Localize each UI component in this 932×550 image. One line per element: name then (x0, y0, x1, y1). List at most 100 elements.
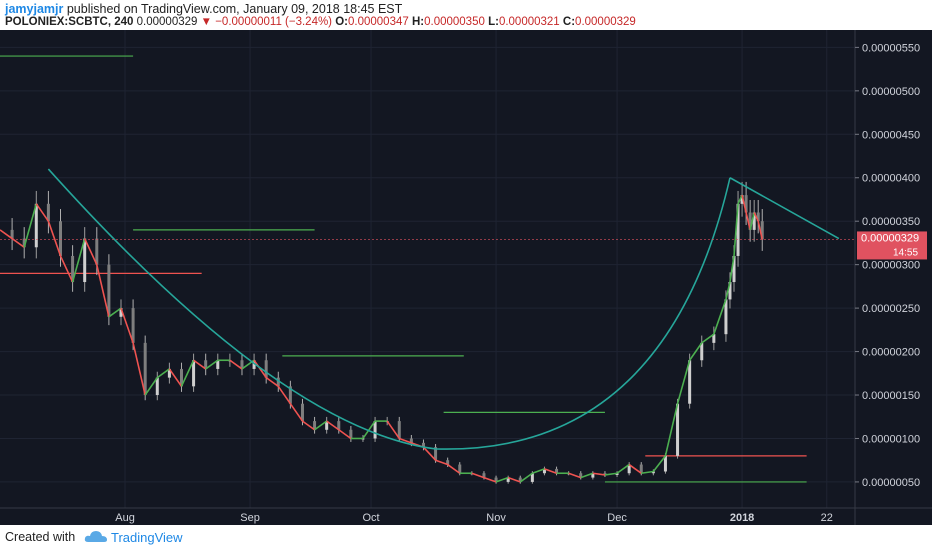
price-line-segment (483, 476, 497, 483)
price-line-segment (156, 368, 170, 379)
candle-body (46, 203, 50, 222)
price-line-segment (47, 220, 62, 257)
candle-body (603, 473, 607, 475)
price-line-segment (519, 472, 533, 483)
price-line-segment (11, 237, 25, 248)
price-line-segment (757, 221, 764, 240)
tradingview-brand[interactable]: TradingView (111, 530, 183, 545)
price-axis[interactable]: 0.00000050 0.00000100 0.00000150 0.00000200… (855, 42, 920, 489)
low-label: L: (488, 16, 499, 28)
candle-body (155, 377, 159, 396)
candle-body (192, 360, 196, 387)
price-line-segment (108, 307, 122, 318)
time-axis-label: Dec (607, 512, 627, 524)
candle-body (71, 255, 75, 283)
price-line-segment (652, 455, 667, 472)
author-name[interactable]: jamyjamjr (5, 2, 64, 16)
price-line-segment (83, 238, 98, 265)
time-axis-label: 22 (821, 512, 833, 524)
created-with-label: Created with (5, 530, 76, 544)
price-axis-label: 0.00000200 (862, 347, 920, 359)
candle-body (397, 421, 401, 439)
price-axis-label: 0.00000100 (862, 433, 920, 445)
current-price-tag: 0.00000329 14:55 (0, 231, 927, 260)
candle-body (252, 360, 256, 369)
price-line-segment (604, 472, 618, 476)
chart-area[interactable]: 0.00000050 0.00000100 0.00000150 0.00000200… (0, 30, 932, 525)
symbol-line: POLONIEX:SCBTC, 240 0.00000329 ▼ −0.0000… (5, 16, 636, 28)
candle-body (83, 238, 87, 283)
price-line-segment (701, 333, 715, 344)
published-text: published on TradingView.com, January 09… (66, 2, 403, 16)
candle-body (264, 360, 268, 378)
open-label: O: (335, 16, 348, 28)
candle-body (288, 386, 292, 404)
price-line-segment (180, 359, 195, 387)
price-line-segment (725, 281, 731, 300)
price-axis-label: 0.00000250 (862, 303, 920, 315)
price-line-segment (745, 212, 751, 231)
price-axis-label: 0.00000400 (862, 173, 920, 185)
price-line-segment (326, 420, 340, 431)
candle-body (700, 342, 704, 361)
price-line-segment (168, 368, 183, 387)
price-tag-value: 0.00000329 (861, 232, 919, 244)
candle-body (555, 468, 559, 474)
publish-line: jamyjamjr published on TradingView.com, … (5, 2, 402, 16)
price-line-segment (688, 342, 703, 361)
time-axis-label: 2018 (730, 512, 754, 524)
price-line-segment (568, 472, 582, 479)
candle-body (651, 471, 655, 474)
candle-body (313, 421, 317, 430)
candle-body (58, 221, 62, 256)
price-line-segment (507, 476, 521, 483)
high-label: H: (411, 16, 425, 28)
price-axis-label: 0.00000350 (862, 216, 920, 228)
candle-body (676, 403, 680, 456)
candle-body (518, 477, 522, 482)
candle-body (107, 264, 111, 317)
tradingview-cloud-icon (84, 529, 108, 550)
candle-body (131, 308, 135, 343)
time-axis[interactable]: Aug Sep Oct Nov Dec 2018 22 (115, 512, 833, 524)
price-line-segment (532, 468, 545, 474)
candle-body (119, 308, 123, 317)
price-line-segment (435, 459, 448, 466)
candle-body (325, 421, 329, 430)
cup-trend-curve (47, 168, 731, 450)
price-axis-label: 0.00000500 (862, 86, 920, 98)
trend-lines (47, 168, 840, 450)
candle-body (216, 360, 220, 369)
close-value: 0.00000329 (575, 16, 636, 28)
price-line-segment (35, 203, 50, 222)
price-line-segment (628, 463, 642, 474)
low-value: 0.00000321 (498, 16, 560, 28)
price-chart[interactable]: 0.00000050 0.00000100 0.00000150 0.00000200… (0, 30, 932, 525)
candle-body (724, 299, 728, 335)
price-line-segment (71, 238, 86, 283)
price-line-segment (495, 476, 509, 483)
price-line-segment (641, 470, 654, 475)
price-tag-box (857, 231, 927, 260)
price-line-segment (302, 420, 316, 431)
price-line-segment (193, 359, 207, 370)
price-axis-label: 0.00000550 (862, 42, 920, 54)
price-axis-label: 0.00000450 (862, 129, 920, 141)
candle-body (10, 229, 14, 239)
candle-body (688, 360, 692, 404)
candle-body (740, 195, 744, 204)
candle-body (300, 403, 304, 422)
down-arrow-icon: ▼ (200, 16, 213, 28)
price-line-segment (386, 420, 400, 439)
candle-body (506, 477, 510, 482)
price-line-segment (120, 307, 134, 344)
candle-body (530, 473, 534, 482)
price-axis-label: 0.00000300 (862, 260, 920, 272)
price-line-segment (338, 429, 352, 440)
candle-body (615, 473, 619, 475)
price-line-segment (471, 472, 485, 479)
candle-body (744, 195, 748, 213)
candle-body (482, 473, 486, 478)
price-line-segment (205, 359, 219, 370)
price-line-segment (544, 468, 557, 474)
